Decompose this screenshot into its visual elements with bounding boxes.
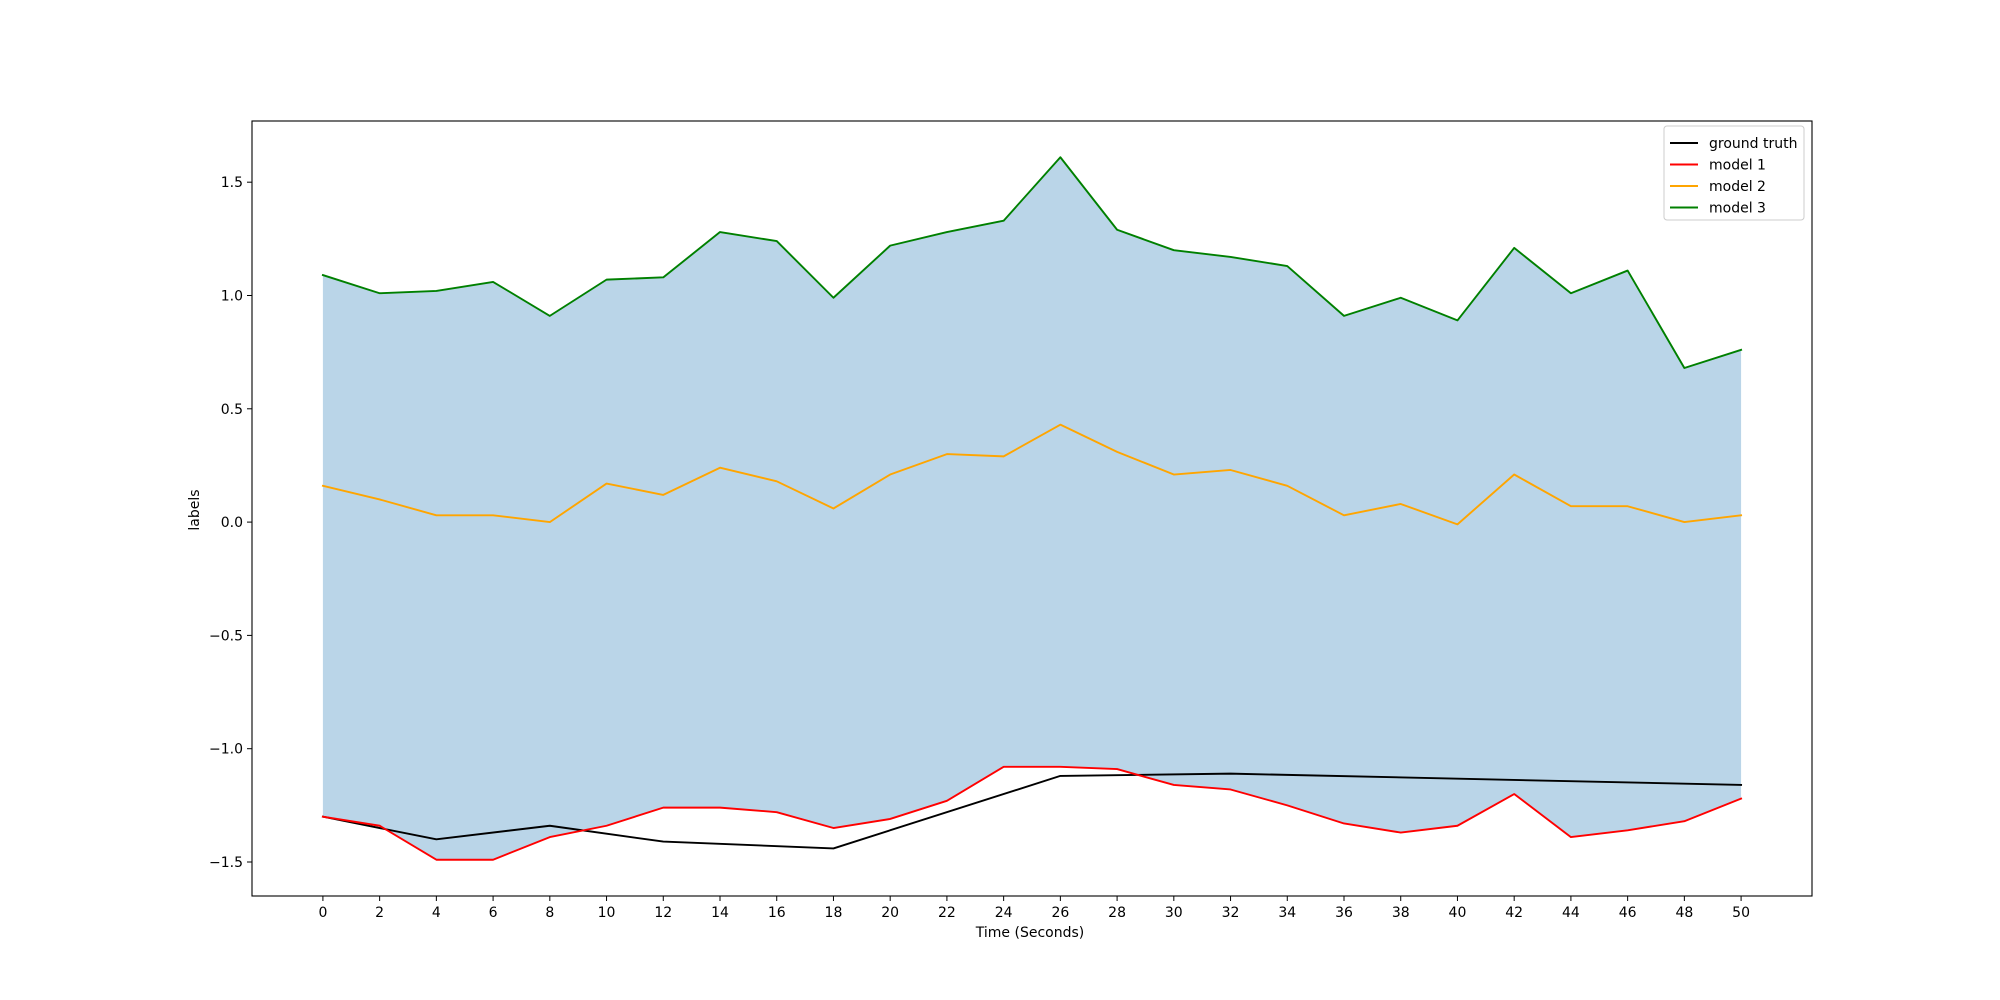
x-tick-label: 48 bbox=[1675, 905, 1693, 921]
fill-between-area bbox=[322, 157, 1742, 860]
x-tick-label: 22 bbox=[938, 905, 956, 921]
x-tick-label: 10 bbox=[598, 905, 616, 921]
axes: 0 2 4 6 8 10 12 14 16 18 20 22 24 26 28 30 32 34 36 38 40 42 4… bbox=[209, 120, 1813, 921]
x-tick-label: 36 bbox=[1335, 905, 1353, 921]
legend-box bbox=[1663, 125, 1805, 221]
x-tick-label: 38 bbox=[1392, 905, 1410, 921]
y-tick-label: 1.5 bbox=[221, 175, 243, 191]
y-tick-label: −0.5 bbox=[209, 628, 243, 644]
x-tick-label: 6 bbox=[489, 905, 498, 921]
y-tick-label: −1.5 bbox=[209, 855, 243, 871]
y-tick-label: 1.0 bbox=[221, 288, 243, 304]
x-tick-label: 44 bbox=[1562, 905, 1580, 921]
x-tick-label: 32 bbox=[1222, 905, 1240, 921]
x-tick-label: 16 bbox=[768, 905, 786, 921]
x-tick-label: 14 bbox=[711, 905, 729, 921]
legend-label-model-2: model 2 bbox=[1709, 179, 1766, 195]
x-tick-label: 46 bbox=[1619, 905, 1637, 921]
y-tick-label: 0.5 bbox=[221, 402, 243, 418]
x-tick-label: 4 bbox=[432, 905, 441, 921]
x-tick-label: 40 bbox=[1449, 905, 1467, 921]
series-line-ground-truth bbox=[321, 772, 1743, 850]
legend-label-model-1: model 1 bbox=[1709, 158, 1766, 174]
plot-area bbox=[321, 156, 1743, 861]
y-tick-label: −1.0 bbox=[209, 742, 243, 758]
x-tick-label: 34 bbox=[1278, 905, 1296, 921]
x-tick-label: 50 bbox=[1732, 905, 1750, 921]
x-tick-label: 8 bbox=[545, 905, 554, 921]
x-tick-label: 12 bbox=[654, 905, 672, 921]
series-line-model-3 bbox=[321, 156, 1743, 369]
x-tick-label: 30 bbox=[1165, 905, 1183, 921]
legend-label-ground-truth: ground truth bbox=[1709, 136, 1797, 152]
x-tick-label: 26 bbox=[1051, 905, 1069, 921]
y-tick-label: 0.0 bbox=[221, 515, 243, 531]
series-line-model-2 bbox=[321, 423, 1743, 526]
x-tick-label: 20 bbox=[881, 905, 899, 921]
x-tick-label: 2 bbox=[375, 905, 384, 921]
x-tick-label: 0 bbox=[318, 905, 327, 921]
x-tick-label: 24 bbox=[995, 905, 1013, 921]
x-tick-label: 42 bbox=[1505, 905, 1523, 921]
series-line-model-1 bbox=[321, 765, 1743, 861]
y-axis-label: labels bbox=[187, 489, 203, 530]
x-axis-label: Time (Seconds) bbox=[975, 925, 1084, 941]
x-tick-label: 18 bbox=[825, 905, 843, 921]
axes-frame bbox=[251, 120, 1813, 897]
x-tick-label: 28 bbox=[1108, 905, 1126, 921]
legend-label-model-3: model 3 bbox=[1709, 201, 1766, 217]
legend: ground truth model 1 model 2 model 3 bbox=[1663, 125, 1805, 221]
